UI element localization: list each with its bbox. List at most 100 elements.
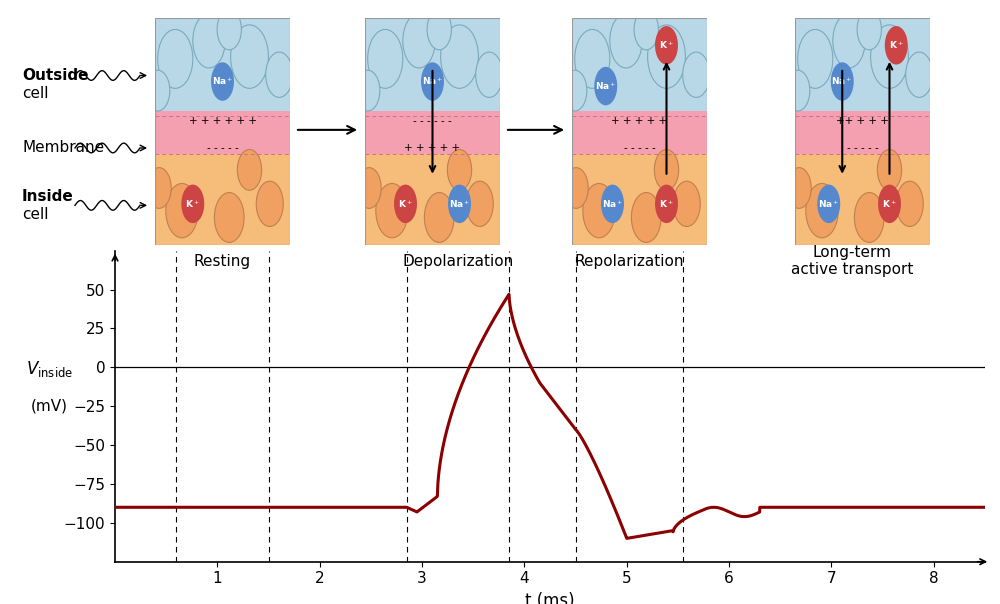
Text: $V_{\mathrm{inside}}$: $V_{\mathrm{inside}}$: [26, 359, 73, 379]
Text: K$^+$: K$^+$: [185, 198, 200, 210]
Circle shape: [655, 185, 678, 223]
Text: - - - - -: - - - - -: [847, 143, 878, 153]
Text: cell: cell: [22, 86, 48, 101]
Text: Na$^+$: Na$^+$: [818, 198, 840, 210]
Circle shape: [871, 25, 908, 88]
Circle shape: [583, 184, 615, 238]
Circle shape: [231, 25, 268, 88]
Circle shape: [877, 150, 902, 190]
Text: - - - - -: - - - - -: [624, 143, 655, 153]
Circle shape: [357, 167, 381, 208]
Text: - - - - - -: - - - - - -: [413, 116, 452, 126]
Bar: [155, 18, 290, 115]
Bar: [795, 152, 930, 245]
Text: cell: cell: [22, 207, 48, 222]
Bar: [572, 18, 707, 115]
Bar: [365, 18, 500, 115]
Circle shape: [466, 181, 493, 226]
Circle shape: [854, 193, 884, 242]
Circle shape: [575, 30, 610, 88]
Circle shape: [356, 70, 380, 111]
Circle shape: [655, 26, 678, 65]
Text: Na$^+$: Na$^+$: [831, 76, 853, 88]
Text: Long-term
active transport: Long-term active transport: [791, 245, 913, 277]
Text: Depolarization: Depolarization: [402, 254, 514, 269]
Circle shape: [610, 14, 642, 68]
Text: K$^+$: K$^+$: [889, 39, 904, 51]
Circle shape: [448, 185, 471, 223]
Circle shape: [683, 52, 710, 97]
Text: Outside: Outside: [22, 68, 88, 83]
Circle shape: [601, 185, 624, 223]
Circle shape: [631, 193, 661, 242]
Circle shape: [266, 52, 293, 97]
Text: - - - - -: - - - - -: [207, 143, 238, 153]
Text: + + + + +: + + + + +: [404, 143, 461, 153]
Circle shape: [158, 30, 193, 88]
Circle shape: [147, 167, 171, 208]
Circle shape: [214, 193, 244, 242]
Circle shape: [193, 14, 225, 68]
Bar: [795, 111, 930, 154]
Circle shape: [181, 185, 204, 223]
Circle shape: [806, 184, 838, 238]
Circle shape: [166, 184, 198, 238]
Bar: [572, 152, 707, 245]
Text: ++ + + +: ++ + + +: [836, 116, 889, 126]
Text: Na$^+$: Na$^+$: [602, 198, 623, 210]
Circle shape: [447, 150, 472, 190]
Circle shape: [421, 62, 444, 101]
Text: K$^+$: K$^+$: [659, 39, 674, 51]
Circle shape: [256, 181, 283, 226]
Circle shape: [594, 67, 617, 105]
Text: Repolarization: Repolarization: [574, 254, 684, 269]
X-axis label: t (ms): t (ms): [525, 592, 575, 604]
Circle shape: [787, 167, 811, 208]
Bar: [365, 152, 500, 245]
Circle shape: [476, 52, 503, 97]
Circle shape: [817, 185, 840, 223]
Circle shape: [831, 62, 854, 101]
Text: Na$^+$: Na$^+$: [449, 198, 470, 210]
Text: K$^+$: K$^+$: [659, 198, 674, 210]
Text: (mV): (mV): [31, 399, 68, 414]
Circle shape: [564, 167, 588, 208]
Circle shape: [634, 9, 658, 50]
Circle shape: [896, 181, 923, 226]
Text: Inside: Inside: [22, 189, 74, 204]
Circle shape: [798, 30, 833, 88]
Bar: [572, 111, 707, 154]
Text: Na$^+$: Na$^+$: [595, 80, 617, 92]
Circle shape: [906, 52, 933, 97]
Text: Na$^+$: Na$^+$: [422, 76, 443, 88]
Circle shape: [403, 14, 435, 68]
Circle shape: [237, 150, 262, 190]
Circle shape: [563, 70, 587, 111]
Bar: [155, 111, 290, 154]
Text: Na$^+$: Na$^+$: [212, 76, 233, 88]
Circle shape: [654, 150, 679, 190]
Text: K$^+$: K$^+$: [882, 198, 897, 210]
Text: Resting: Resting: [194, 254, 251, 269]
Bar: [365, 111, 500, 154]
Circle shape: [648, 25, 685, 88]
Text: + + + + + +: + + + + + +: [189, 116, 256, 126]
Circle shape: [833, 14, 865, 68]
Circle shape: [424, 193, 454, 242]
Circle shape: [857, 9, 881, 50]
Bar: [155, 152, 290, 245]
Text: K$^+$: K$^+$: [398, 198, 413, 210]
Circle shape: [368, 30, 403, 88]
Circle shape: [878, 185, 901, 223]
Circle shape: [394, 185, 417, 223]
Circle shape: [217, 9, 241, 50]
Text: + + + + +: + + + + +: [611, 116, 668, 126]
Circle shape: [376, 184, 408, 238]
Text: Membrane: Membrane: [22, 141, 104, 155]
Circle shape: [786, 70, 810, 111]
Circle shape: [211, 62, 234, 101]
Circle shape: [427, 9, 451, 50]
Circle shape: [885, 26, 908, 65]
Circle shape: [441, 25, 478, 88]
Bar: [795, 18, 930, 115]
